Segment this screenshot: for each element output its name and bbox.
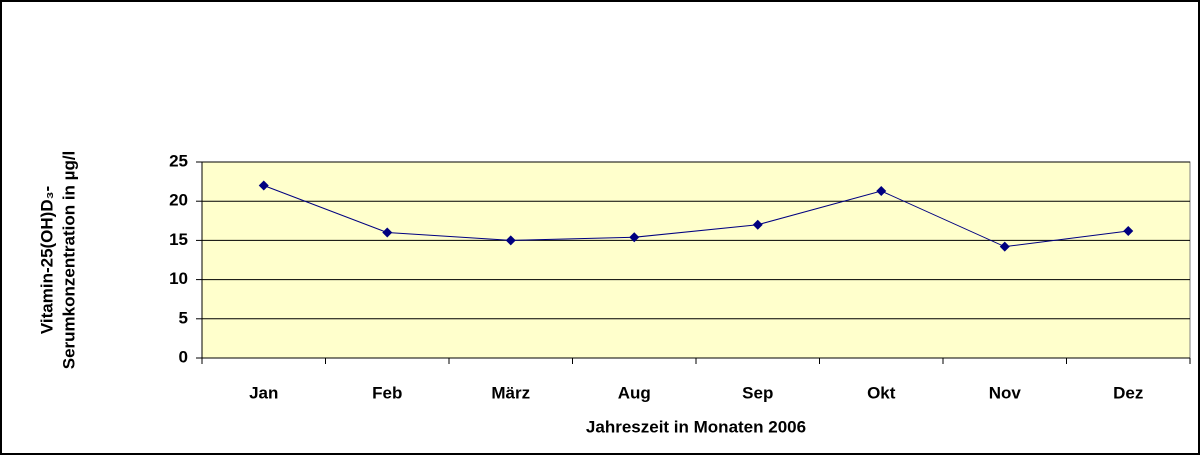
x-tick-label: Nov xyxy=(989,383,1022,402)
data-point xyxy=(505,235,516,246)
data-point xyxy=(1123,225,1134,236)
plot-area xyxy=(201,161,1191,359)
data-point xyxy=(876,186,887,197)
data-point xyxy=(752,219,763,230)
y-tick-label: 25 xyxy=(169,151,188,170)
x-tick-label: Aug xyxy=(618,383,651,402)
data-line xyxy=(263,185,1129,248)
x-axis-label: Jahreszeit in Monaten 2006 xyxy=(586,417,806,436)
y-tick-label: 10 xyxy=(169,269,188,288)
x-tick-label: Dez xyxy=(1113,383,1143,402)
y-tick-label: 5 xyxy=(179,308,188,327)
x-tick-label: Feb xyxy=(372,383,402,402)
y-axis-label-line: Vitamin-25(OH)D₃- xyxy=(37,186,56,334)
data-point xyxy=(999,241,1010,252)
data-point xyxy=(629,232,640,243)
data-point xyxy=(258,180,269,191)
y-tick-label: 0 xyxy=(179,347,188,366)
y-axis-label-line: Serumkonzentration in µg/l xyxy=(59,151,78,370)
x-tick-label: Jan xyxy=(249,383,278,402)
data-point xyxy=(382,227,393,238)
x-tick-label: Sep xyxy=(742,383,773,402)
y-axis-label: Vitamin-25(OH)D₃- Serumkonzentration in … xyxy=(37,151,78,370)
y-tick-label: 15 xyxy=(169,230,188,249)
x-tick-label: März xyxy=(491,383,530,402)
y-tick-label: 20 xyxy=(169,191,188,210)
x-tick-label: Okt xyxy=(867,383,896,402)
